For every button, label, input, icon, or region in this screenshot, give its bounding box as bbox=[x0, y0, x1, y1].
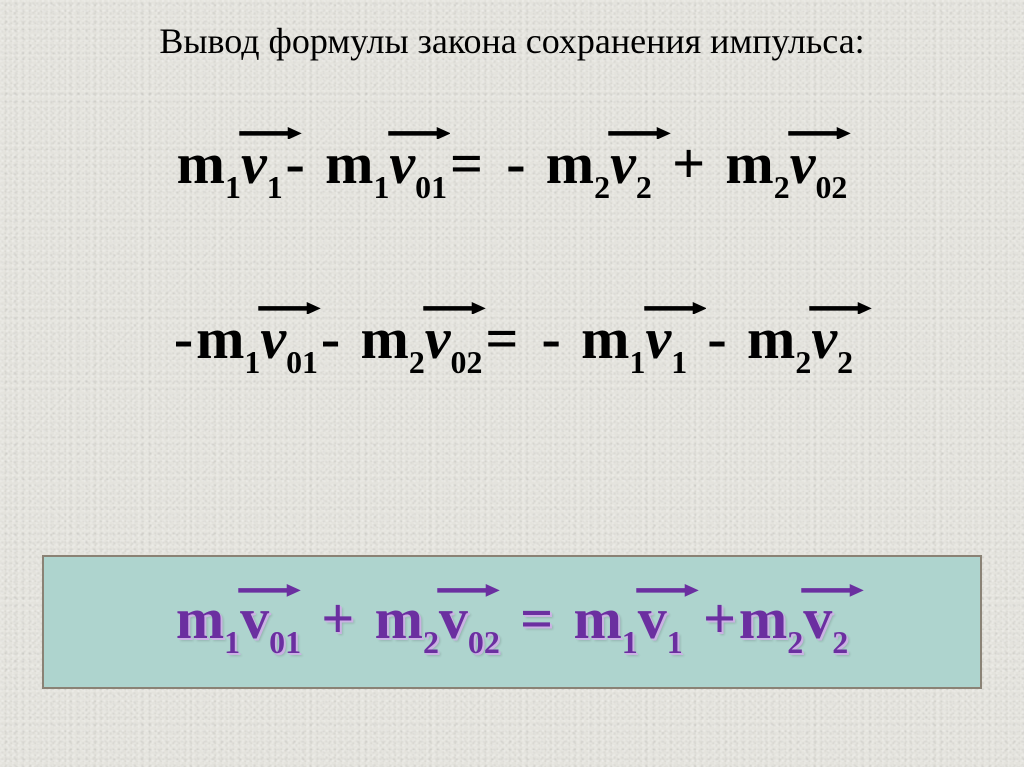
velocity-symbol: v bbox=[638, 586, 667, 651]
operator-minus: - bbox=[539, 305, 564, 372]
velocity-symbol: v bbox=[241, 131, 267, 196]
equation-line-1: m1v1- m1v01= - m2v2 + m2v02 bbox=[0, 130, 1024, 204]
subscript: 02 bbox=[815, 170, 847, 205]
subscript: 1 bbox=[671, 345, 687, 380]
velocity-symbol: v bbox=[260, 306, 286, 371]
subscript: 1 bbox=[629, 345, 645, 380]
slide-title: Вывод формулы закона сохранения импульса… bbox=[0, 20, 1024, 62]
mass-symbol: m bbox=[725, 131, 773, 196]
subscript: 2 bbox=[832, 625, 848, 660]
operator-plus: + bbox=[700, 585, 739, 652]
mass-symbol: m bbox=[196, 306, 244, 371]
subscript: 2 bbox=[787, 625, 803, 660]
subscript: 2 bbox=[636, 170, 652, 205]
mass-symbol: m bbox=[325, 131, 373, 196]
subscript: 01 bbox=[286, 345, 318, 380]
operator-plus: + bbox=[669, 130, 708, 197]
operator-minus: - bbox=[283, 130, 308, 197]
operator-minus: - bbox=[705, 305, 730, 372]
subscript: 1 bbox=[667, 625, 683, 660]
velocity-symbol: v bbox=[610, 131, 636, 196]
velocity-symbol: v bbox=[389, 131, 415, 196]
subscript: 1 bbox=[267, 170, 283, 205]
operator-plus: + bbox=[318, 585, 357, 652]
subscript: 01 bbox=[415, 170, 447, 205]
mass-symbol: m bbox=[361, 306, 409, 371]
mass-symbol: m bbox=[177, 131, 225, 196]
final-equation-box: m1v01 + m2v02 = m1v1 +m2v2 bbox=[42, 555, 982, 689]
subscript: 1 bbox=[622, 625, 638, 660]
subscript: 01 bbox=[269, 625, 301, 660]
subscript: 2 bbox=[423, 625, 439, 660]
subscript: 1 bbox=[244, 345, 260, 380]
subscript: 1 bbox=[225, 170, 241, 205]
operator-equals: = bbox=[447, 130, 486, 197]
subscript: 1 bbox=[224, 625, 240, 660]
subscript: 2 bbox=[594, 170, 610, 205]
mass-symbol: m bbox=[739, 586, 787, 651]
operator-minus: - bbox=[318, 305, 343, 372]
velocity-symbol: v bbox=[803, 586, 832, 651]
velocity-symbol: v bbox=[425, 306, 451, 371]
velocity-symbol: v bbox=[439, 586, 468, 651]
equation-line-2: -m1v01- m2v02= - m1v1 - m2v2 bbox=[0, 305, 1024, 379]
mass-symbol: m bbox=[747, 306, 795, 371]
velocity-symbol: v bbox=[811, 306, 837, 371]
velocity-symbol: v bbox=[790, 131, 816, 196]
subscript: 2 bbox=[795, 345, 811, 380]
mass-symbol: m bbox=[546, 131, 594, 196]
mass-symbol: m bbox=[375, 586, 423, 651]
operator-minus: - bbox=[171, 305, 196, 372]
mass-symbol: m bbox=[581, 306, 629, 371]
subscript: 1 bbox=[373, 170, 389, 205]
operator-minus: - bbox=[503, 130, 528, 197]
mass-symbol: m bbox=[573, 586, 621, 651]
subscript: 2 bbox=[837, 345, 853, 380]
velocity-symbol: v bbox=[645, 306, 671, 371]
operator-equals: = bbox=[517, 585, 556, 652]
equation-final: m1v01 + m2v02 = m1v1 +m2v2 bbox=[176, 585, 848, 659]
subscript: 2 bbox=[774, 170, 790, 205]
subscript: 02 bbox=[451, 345, 483, 380]
subscript: 2 bbox=[409, 345, 425, 380]
subscript: 02 bbox=[468, 625, 500, 660]
velocity-symbol: v bbox=[240, 586, 269, 651]
mass-symbol: m bbox=[176, 586, 224, 651]
operator-equals: = bbox=[482, 305, 521, 372]
